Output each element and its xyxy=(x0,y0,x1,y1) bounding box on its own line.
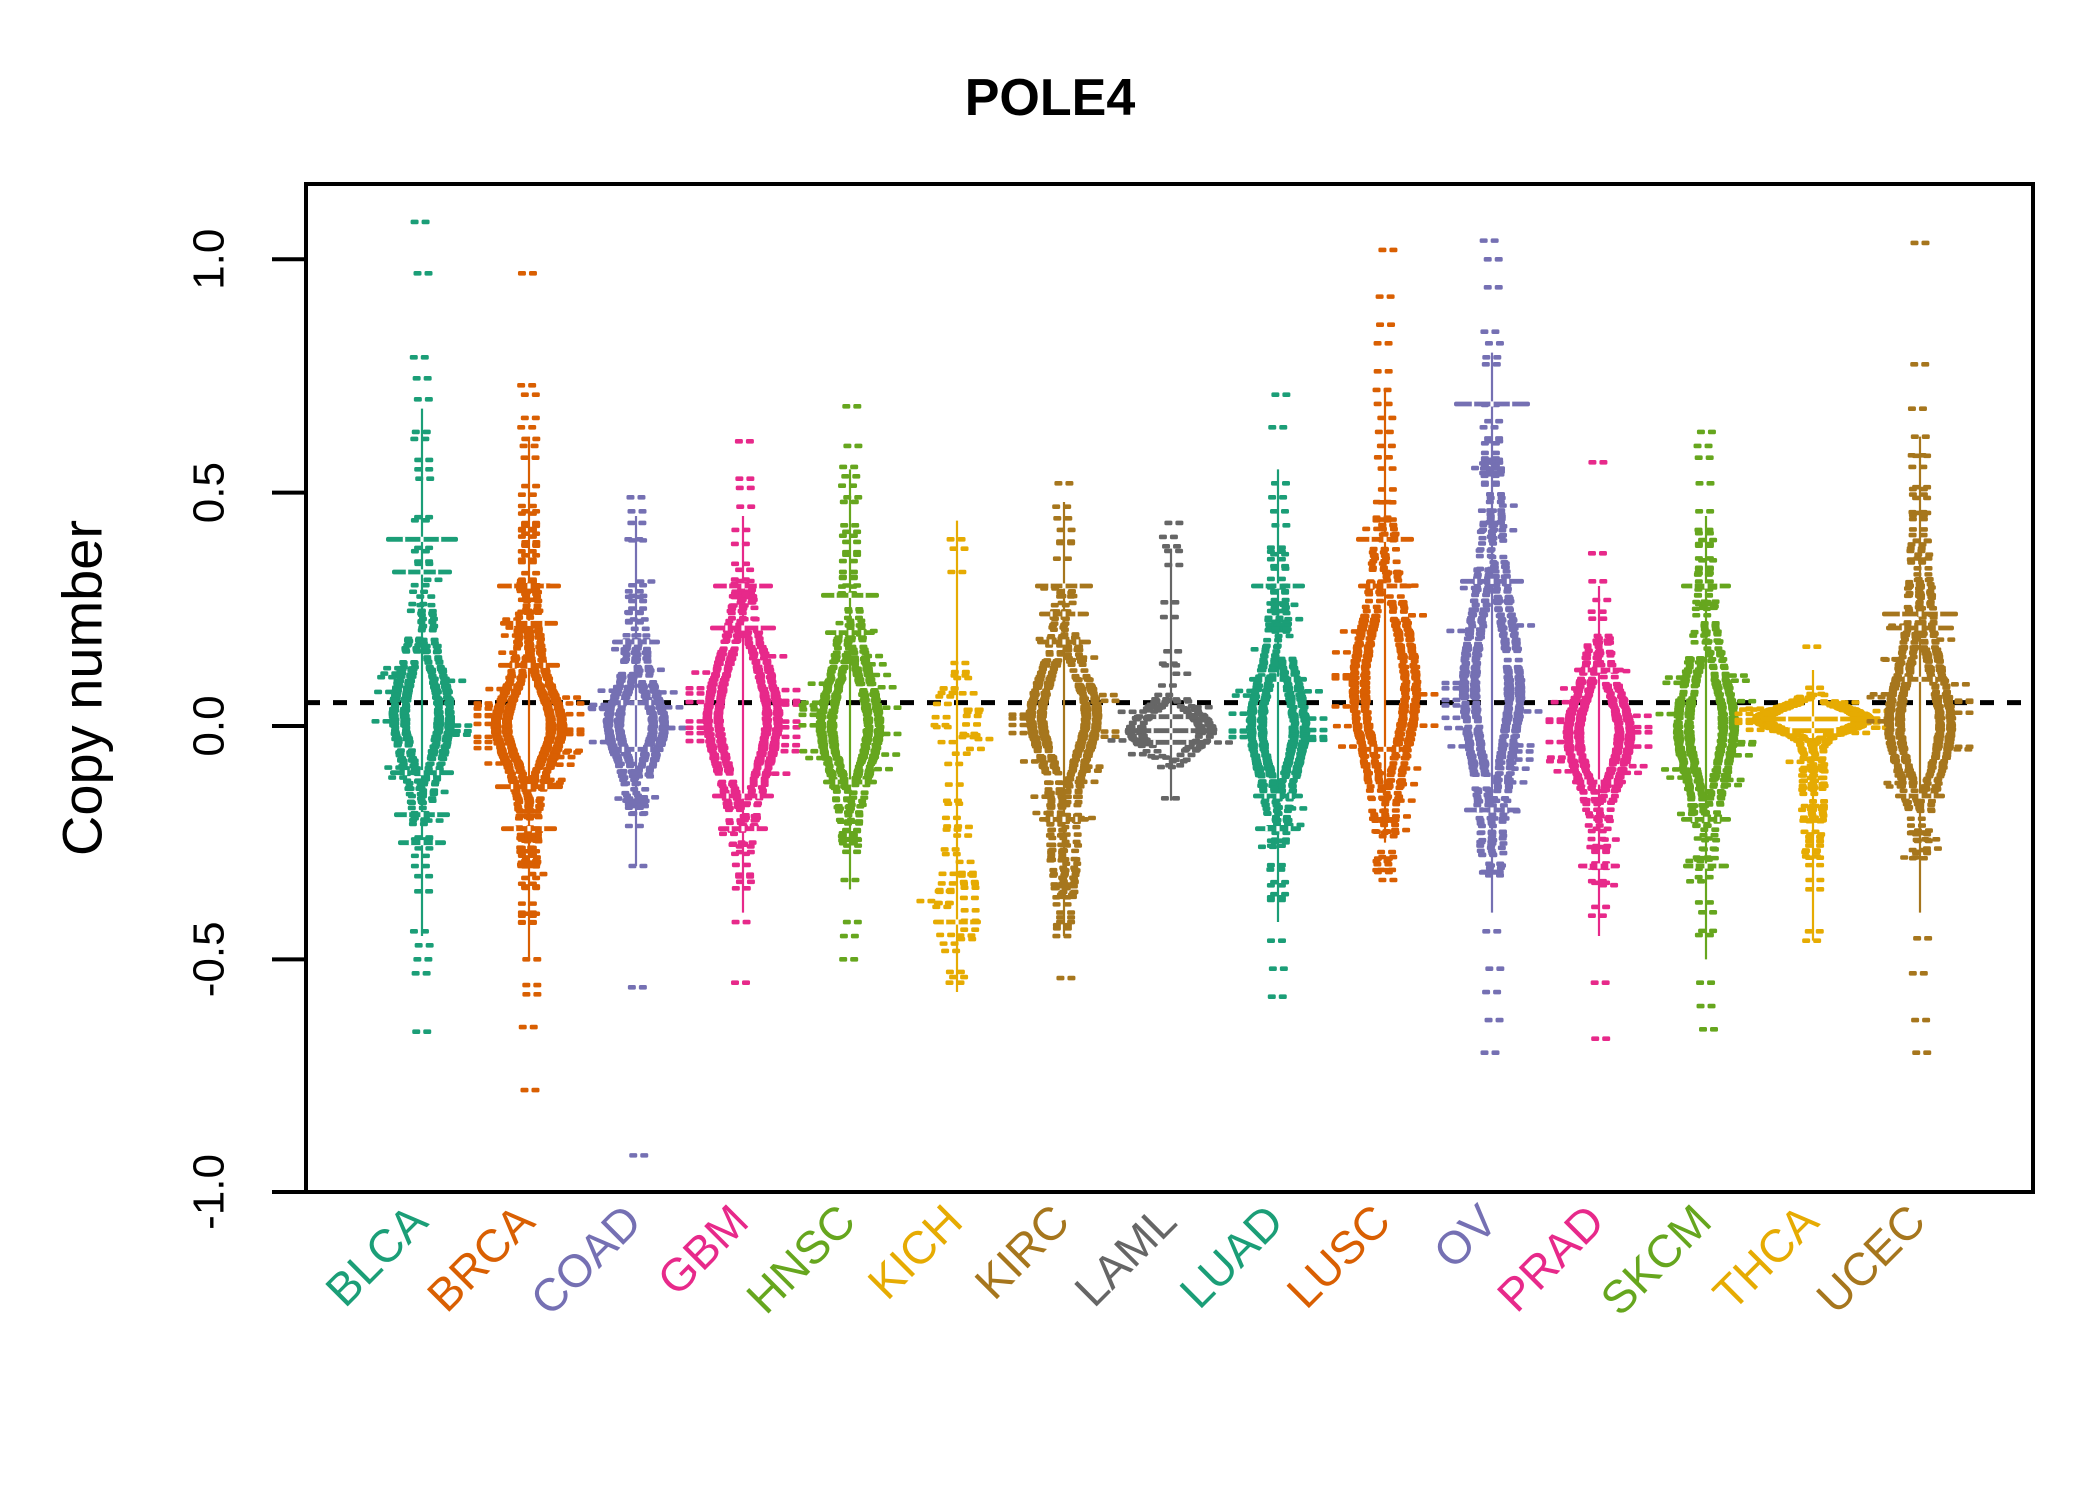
plot-frame xyxy=(304,182,2035,1194)
y-tick-label--1.0: -1.0 xyxy=(185,1154,234,1230)
x-category-label-COAD: COAD xyxy=(520,1194,651,1325)
x-category-label-SKCM: SKCM xyxy=(1590,1194,1721,1325)
violin-COAD xyxy=(587,495,687,1158)
x-category-label-LAML: LAML xyxy=(1064,1194,1186,1316)
x-category-label-BRCA: BRCA xyxy=(417,1194,544,1321)
violin-KIRC xyxy=(1008,481,1120,981)
x-category-label-THCA: THCA xyxy=(1703,1194,1829,1320)
violin-LUSC xyxy=(1331,247,1439,883)
violin-OV xyxy=(1441,238,1543,1055)
violin-GBM xyxy=(685,439,801,985)
violin-UCEC xyxy=(1866,240,1974,1055)
plot-title: POLE4 xyxy=(964,69,1136,127)
x-category-label-BLCA: BLCA xyxy=(315,1194,437,1316)
violin-PRAD xyxy=(1545,460,1653,1041)
x-category-label-LUSC: LUSC xyxy=(1277,1194,1401,1318)
violin-BRCA xyxy=(473,271,585,1093)
x-category-label-HNSC: HNSC xyxy=(736,1194,865,1323)
y-tick-label-0.0: 0.0 xyxy=(185,695,234,756)
y-tick-label-1.0: 1.0 xyxy=(185,229,234,290)
violin-LUAD xyxy=(1228,392,1328,999)
violin-BLCA xyxy=(371,219,473,1034)
y-tick-label--0.5: -0.5 xyxy=(185,921,234,997)
x-category-label-PRAD: PRAD xyxy=(1487,1194,1614,1321)
x-category-label-UCEC: UCEC xyxy=(1806,1194,1935,1323)
x-category-label-KICH: KICH xyxy=(858,1194,972,1308)
y-tick-label-0.5: 0.5 xyxy=(185,462,234,523)
x-category-label-LUAD: LUAD xyxy=(1170,1194,1294,1318)
violin-KICH xyxy=(916,520,994,993)
violin-HNSC xyxy=(798,404,902,962)
violin-SKCM xyxy=(1655,429,1757,1032)
violin-THCA xyxy=(1734,644,1892,943)
x-category-label-OV: OV xyxy=(1423,1194,1507,1278)
violin-LAML xyxy=(1107,520,1233,801)
x-category-label-KIRC: KIRC xyxy=(965,1194,1079,1308)
